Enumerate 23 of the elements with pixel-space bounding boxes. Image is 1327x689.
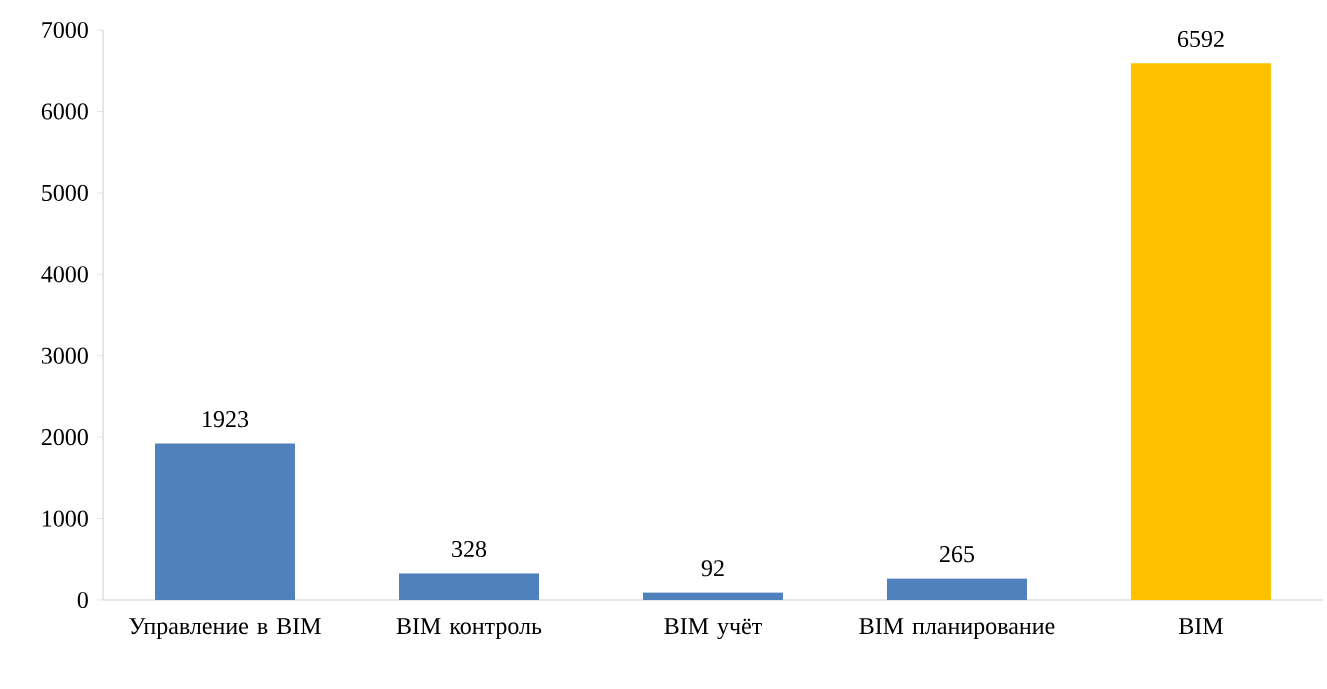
y-tick-label: 5000 <box>42 184 88 201</box>
x-tick-label: BIM контроль <box>396 618 542 640</box>
data-label: 92 <box>701 560 724 577</box>
data-label: 265 <box>940 546 975 563</box>
y-tick-label: 3000 <box>41 347 88 364</box>
bar <box>155 443 295 600</box>
y-tick-label: 0 <box>77 591 88 609</box>
y-tick-label: 4000 <box>41 266 88 283</box>
y-tick-label: 6000 <box>41 103 88 120</box>
y-tick-label: 7000 <box>42 21 88 39</box>
bar <box>886 578 1027 600</box>
x-tick-label: BIM <box>1178 618 1223 634</box>
x-tick-label: Управление в BIM <box>129 618 321 640</box>
data-label: 1923 <box>203 411 249 428</box>
bar <box>642 592 783 600</box>
data-label: 328 <box>452 540 487 558</box>
bar <box>398 573 539 600</box>
x-tick-label: BIM планирование <box>859 618 1055 640</box>
bar <box>1130 63 1271 600</box>
y-tick-label: 1000 <box>42 510 88 527</box>
x-tick-label: BIM учёт <box>664 618 762 640</box>
data-label: 6592 <box>1177 30 1224 48</box>
y-tick-label: 2000 <box>41 429 88 446</box>
